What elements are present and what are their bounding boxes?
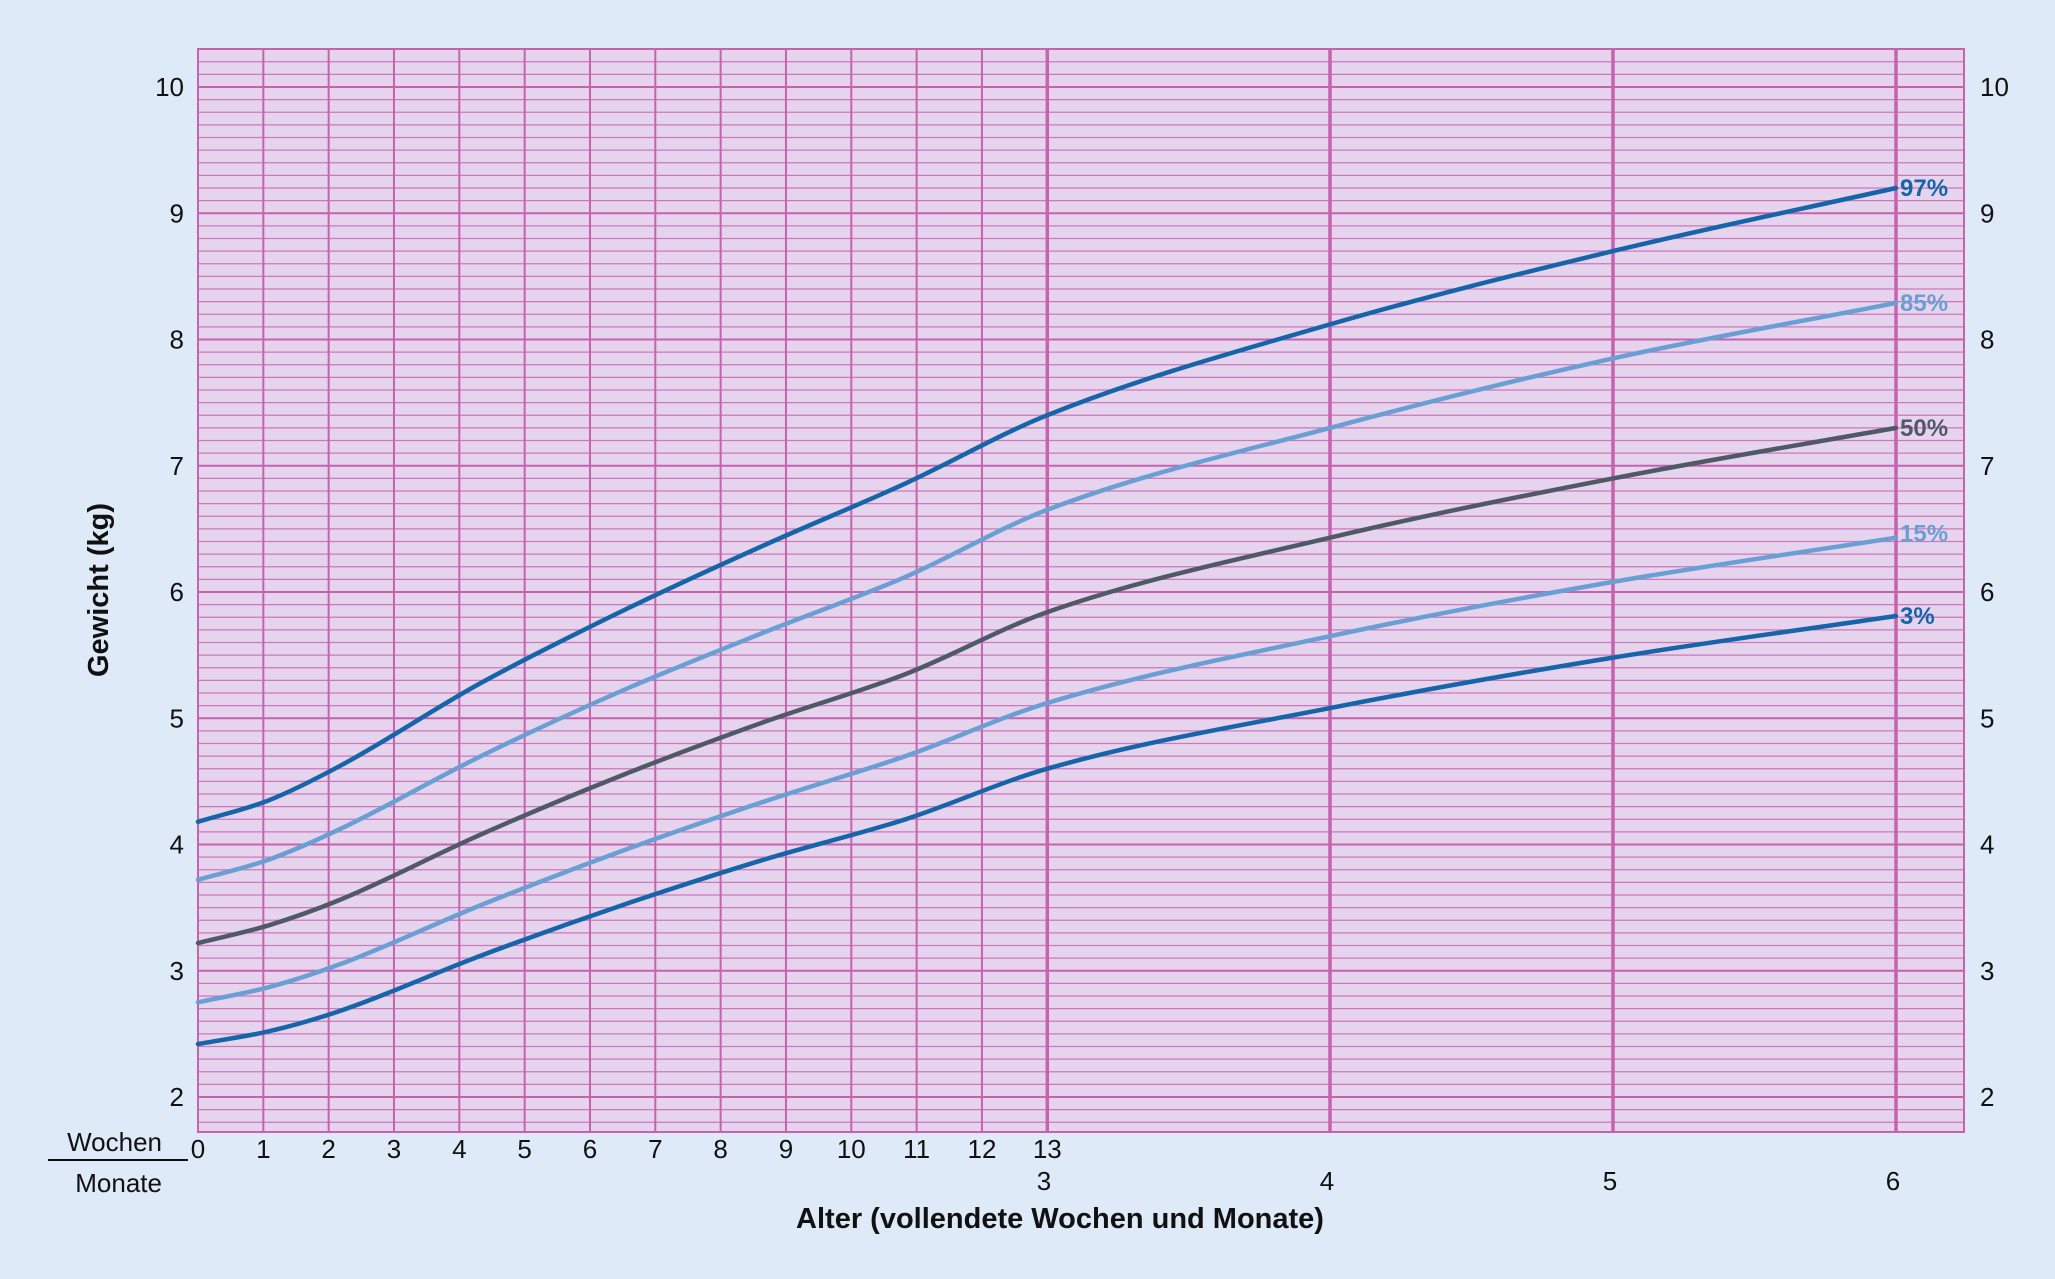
months-unit-label: Monate: [75, 1168, 162, 1198]
x-tick-label-week: 0: [191, 1134, 205, 1164]
y-tick-label-right: 8: [1980, 325, 1994, 355]
plot-area: [198, 49, 1964, 1132]
x-tick-label-week: 2: [321, 1134, 335, 1164]
x-tick-label-week: 5: [517, 1134, 531, 1164]
series-line-p97: [195, 185, 1899, 825]
x-tick-label-month: 5: [1603, 1166, 1617, 1196]
series-label-p97: 97%: [1900, 175, 1948, 202]
y-tick-label-left: 7: [170, 451, 184, 481]
x-tick-label-month: 3: [1037, 1166, 1051, 1196]
y-tick-label-left: 8: [170, 325, 184, 355]
series-label-p3: 3%: [1900, 603, 1935, 630]
y-tick-label-right: 9: [1980, 198, 1994, 228]
y-tick-label-left: 10: [155, 72, 184, 102]
series-line-p3: [195, 613, 1899, 1047]
x-tick-label-week: 13: [1033, 1134, 1062, 1164]
minor-gridlines: [198, 48, 1964, 1123]
y-tick-label-right: 6: [1980, 577, 1994, 607]
y-tick-label-right: 10: [1980, 72, 2009, 102]
series-line-p85: [195, 300, 1899, 883]
y-tick-label-right: 5: [1980, 703, 1994, 733]
weeks-unit-label: Wochen: [67, 1127, 162, 1157]
x-axis-title: Alter (vollendete Wochen und Monate): [796, 1203, 1324, 1235]
major-gridlines: [197, 48, 1965, 1133]
x-tick-label-week: 8: [713, 1134, 727, 1164]
y-tick-label-left: 6: [170, 577, 184, 607]
series-label-p50: 50%: [1900, 415, 1948, 442]
x-tick-label-week: 4: [452, 1134, 466, 1164]
y-tick-label-left: 9: [170, 198, 184, 228]
series-line-p50: [195, 425, 1899, 946]
y-tick-label-right: 2: [1980, 1082, 1994, 1112]
x-tick-label-month: 6: [1886, 1166, 1900, 1196]
y-tick-label-left: 3: [170, 956, 184, 986]
x-tick-label-week: 3: [387, 1134, 401, 1164]
y-tick-label-right: 3: [1980, 956, 1994, 986]
y-tick-label-left: 5: [170, 703, 184, 733]
plot-frame: [197, 48, 1965, 1133]
x-tick-label-week: 6: [583, 1134, 597, 1164]
x-tick-label-week: 7: [648, 1134, 662, 1164]
series-label-p85: 85%: [1900, 290, 1948, 317]
y-tick-label-left: 2: [170, 1082, 184, 1112]
x-tick-label-week: 12: [967, 1134, 996, 1164]
y-tick-label-right: 7: [1980, 451, 1994, 481]
series-line-p15: [195, 535, 1899, 1005]
x-tick-label-week: 1: [256, 1134, 270, 1164]
labels-layer: 2 23 34 45 56 67 78 89 910 100 1 2 3 4 5 6 7 8 9 10 11 12 133 4…: [155, 72, 2009, 1196]
x-tick-label-week: 9: [779, 1134, 793, 1164]
series-label-p15: 15%: [1900, 521, 1948, 548]
x-tick-label-month: 4: [1320, 1166, 1334, 1196]
y-tick-label-right: 4: [1980, 830, 1994, 860]
y-tick-label-left: 4: [170, 830, 184, 860]
series-layer: [195, 185, 1899, 1047]
x-tick-label-week: 10: [837, 1134, 866, 1164]
y-axis-title: Gewicht (kg): [83, 503, 115, 677]
x-tick-label-week: 11: [903, 1134, 930, 1164]
